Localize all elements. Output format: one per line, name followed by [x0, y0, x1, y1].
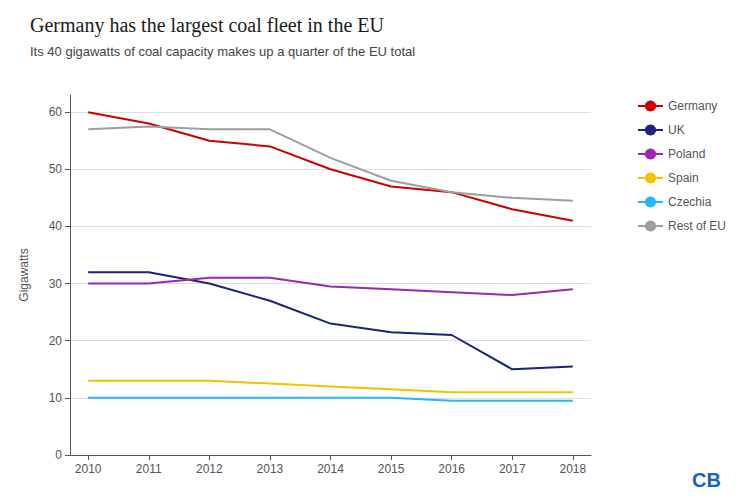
- svg-text:50: 50: [49, 162, 63, 176]
- svg-text:30: 30: [49, 277, 63, 291]
- svg-text:60: 60: [49, 105, 63, 119]
- svg-text:2017: 2017: [499, 462, 526, 476]
- svg-text:20: 20: [49, 334, 63, 348]
- svg-text:Spain: Spain: [668, 171, 699, 185]
- svg-text:2011: 2011: [136, 462, 162, 476]
- svg-text:2018: 2018: [559, 462, 586, 476]
- svg-text:Germany: Germany: [668, 99, 717, 113]
- svg-text:10: 10: [49, 391, 63, 405]
- svg-text:Germany has the largest coal f: Germany has the largest coal fleet in th…: [30, 14, 385, 37]
- svg-text:Czechia: Czechia: [668, 195, 712, 209]
- svg-text:2010: 2010: [75, 462, 102, 476]
- svg-text:CB: CB: [692, 469, 721, 491]
- svg-text:Its 40 gigawatts of coal capac: Its 40 gigawatts of coal capacity makes …: [30, 44, 415, 59]
- svg-text:Gigawatts: Gigawatts: [17, 248, 31, 301]
- svg-text:40: 40: [49, 219, 63, 233]
- svg-text:UK: UK: [668, 123, 685, 137]
- svg-text:Rest of EU: Rest of EU: [668, 219, 726, 233]
- svg-text:Poland: Poland: [668, 147, 705, 161]
- svg-text:2014: 2014: [317, 462, 344, 476]
- svg-text:2013: 2013: [257, 462, 284, 476]
- svg-text:2016: 2016: [438, 462, 465, 476]
- svg-text:2015: 2015: [378, 462, 405, 476]
- svg-text:0: 0: [55, 448, 62, 462]
- svg-text:2012: 2012: [196, 462, 223, 476]
